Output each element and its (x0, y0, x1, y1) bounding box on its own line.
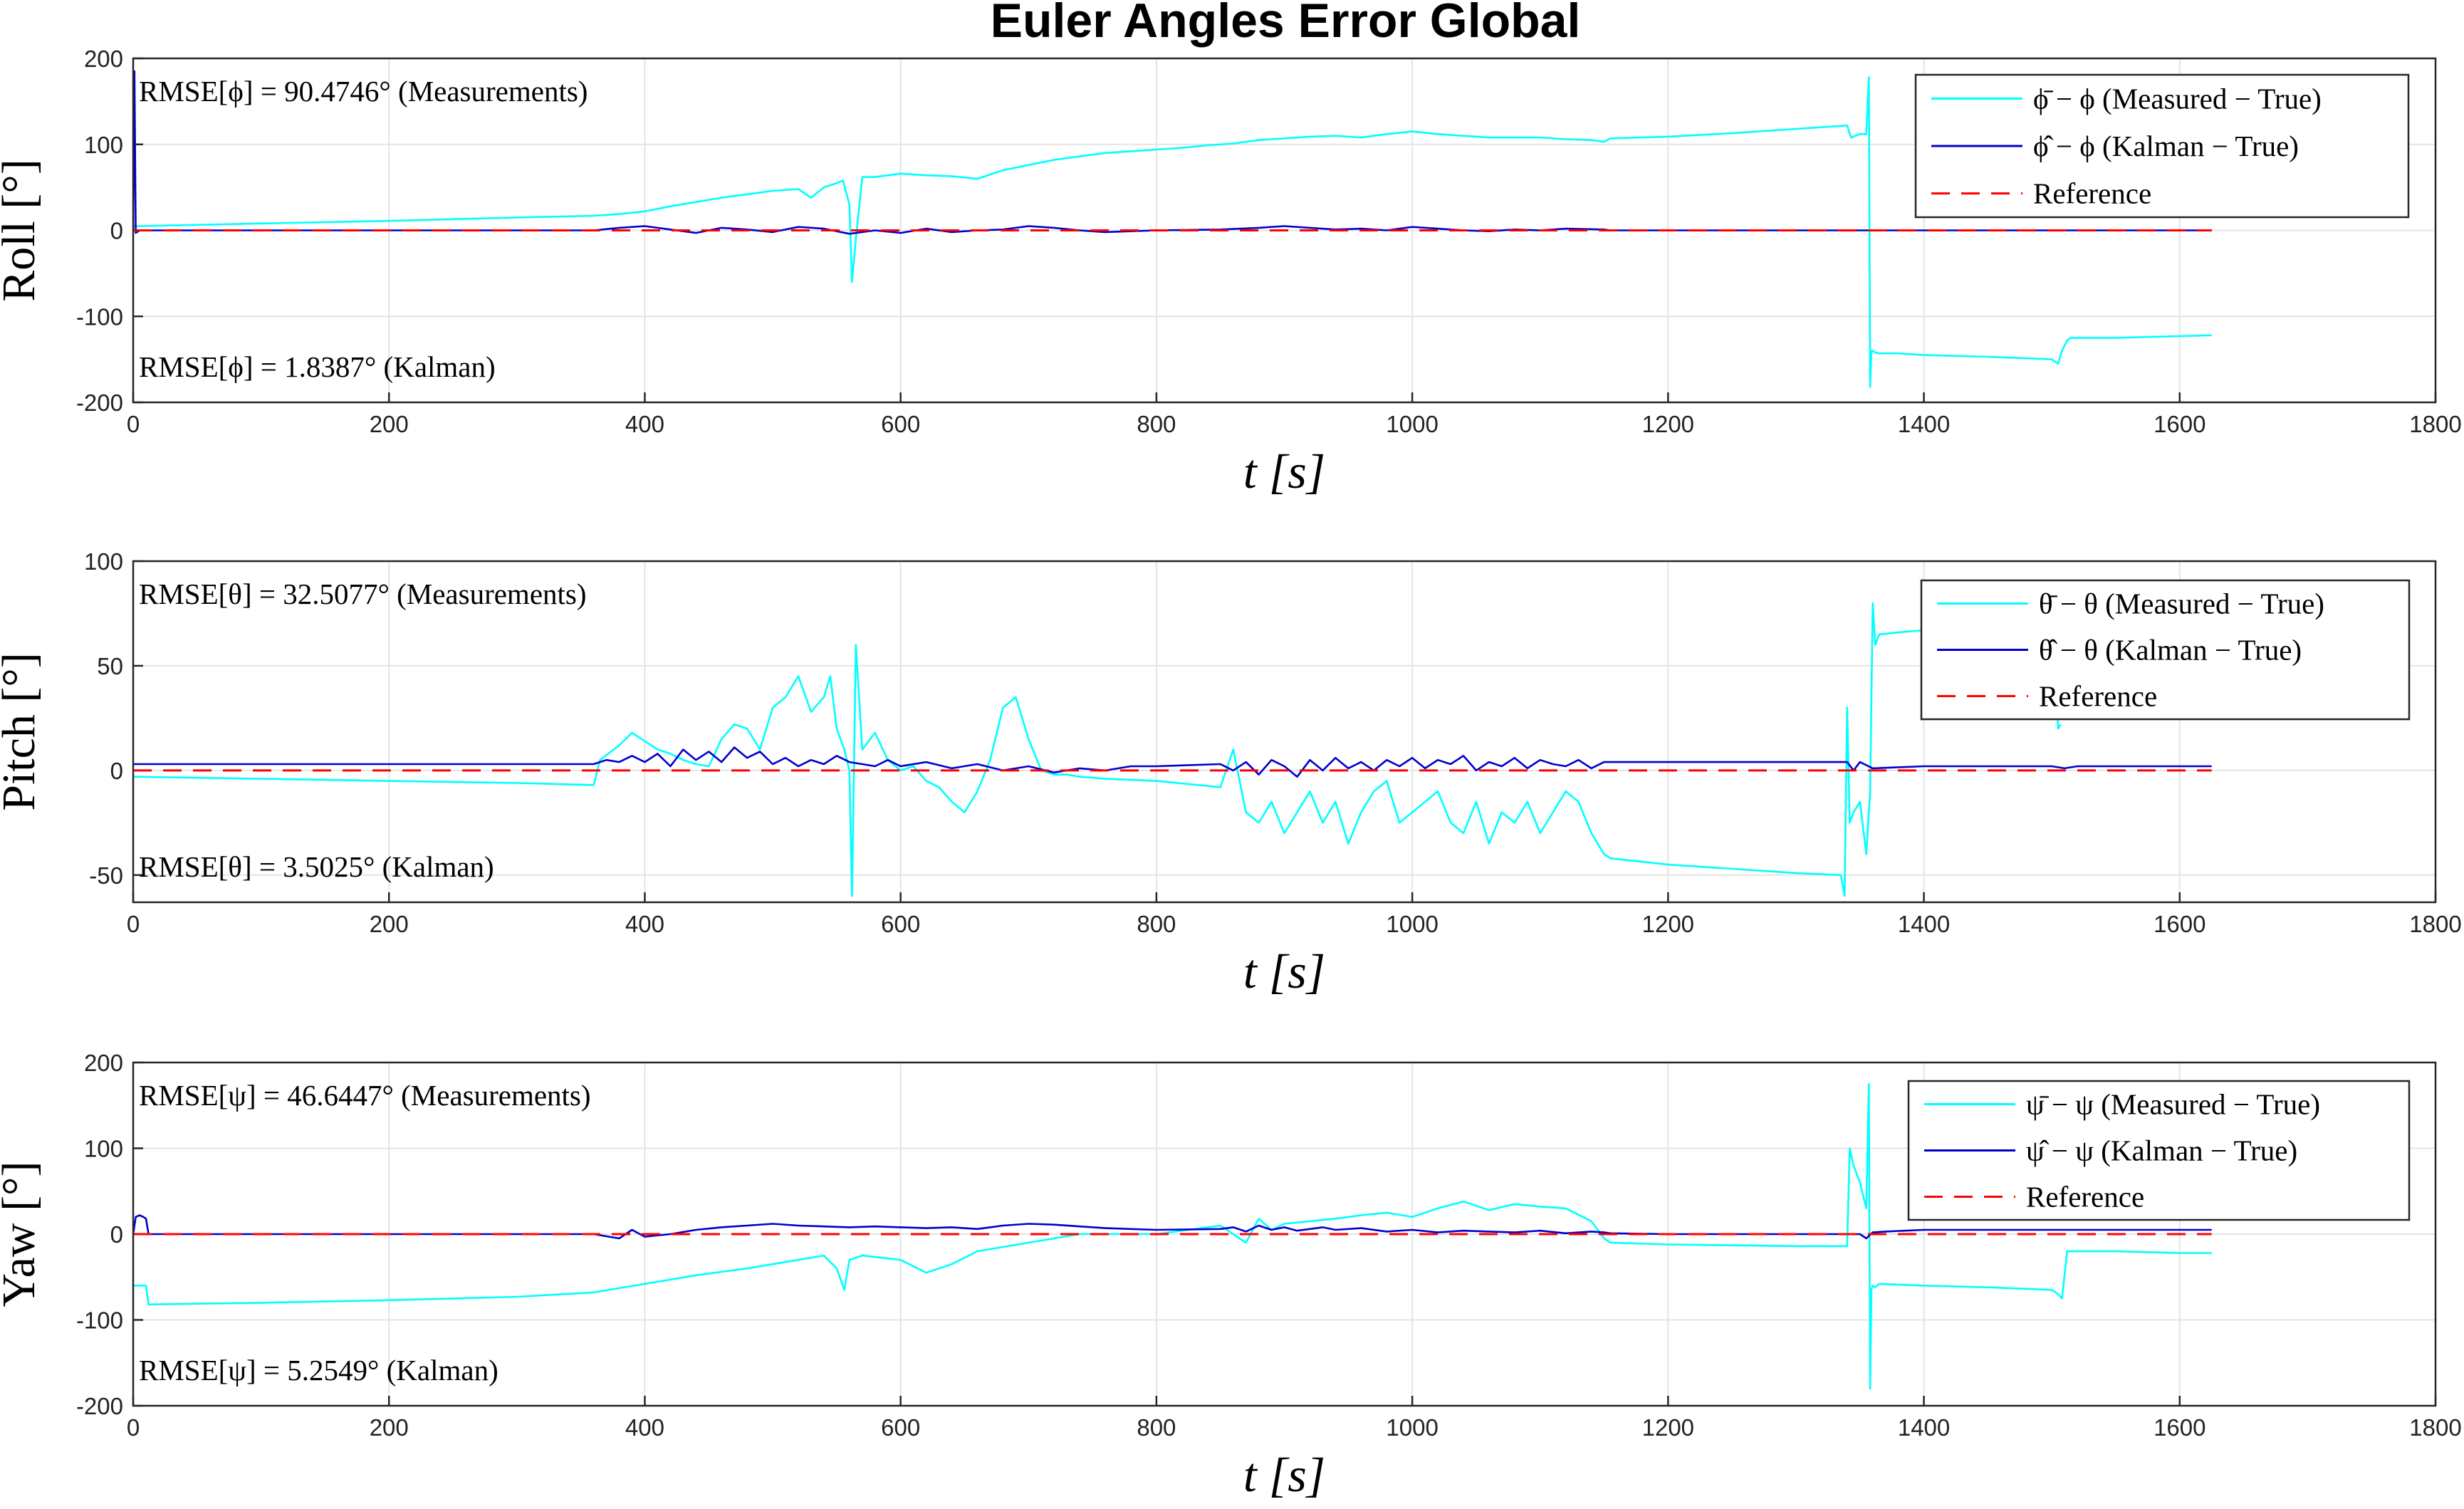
yaw-ytick-label: 0 (110, 1221, 123, 1248)
pitch-rmse-measured-annotation: RMSE[θ] = 32.5077° (Measurements) (139, 578, 587, 610)
pitch-panel: 0 200 400 600 800 1000 1200 1400 1600 1800-500501… (0, 548, 2462, 998)
roll-ytick-label: -100 (76, 303, 123, 330)
roll-xtick-label: 1400 (1898, 411, 1950, 437)
pitch-xtick-label: 1400 (1898, 911, 1950, 937)
yaw-ytick-label: -100 (76, 1307, 123, 1334)
roll-y-axis-label: Roll [°] (0, 159, 45, 302)
roll-xtick-label: 1600 (2154, 411, 2205, 437)
yaw-legend-entry: ψ̂ − ψ (Kalman − True) (2026, 1134, 2297, 1167)
yaw-series-group (133, 1082, 2212, 1390)
yaw-xtick-label: 1200 (1642, 1414, 1694, 1441)
yaw-axes-frame (132, 1061, 2437, 1407)
yaw-xtick-label: 0 (127, 1414, 140, 1441)
roll-xtick-label: 400 (625, 411, 664, 437)
yaw-legend-entry: ψ̄ − ψ (Measured − True) (2026, 1088, 2320, 1121)
yaw-legend-entry: Reference (2026, 1181, 2144, 1213)
pitch-xtick-label: 1800 (2409, 911, 2461, 937)
pitch-series-group (133, 602, 2212, 897)
roll-series-measured-line (133, 76, 2212, 388)
yaw-xtick-label: 600 (881, 1414, 920, 1441)
yaw-legend: ψ̄ − ψ (Measured − True) ψ̂ − ψ (Kalman −… (1907, 1080, 2411, 1221)
pitch-y-axis-label: Pitch [°] (0, 652, 45, 811)
yaw-series-measured-line (133, 1082, 2212, 1390)
pitch-rmse-kalman-annotation: RMSE[θ] = 3.5025° (Kalman) (139, 850, 494, 883)
roll-ytick-label: -200 (76, 390, 123, 416)
roll-xtick-label: 1800 (2409, 411, 2461, 437)
pitch-xtick-label: 1600 (2154, 911, 2205, 937)
roll-rmse-kalman-annotation: RMSE[ϕ] = 1.8387° (Kalman) (139, 350, 496, 383)
pitch-x-axis-label: t [s] (1243, 944, 1325, 998)
roll-rmse-measured-annotation: RMSE[ϕ] = 90.4746° (Measurements) (139, 75, 588, 108)
roll-xtick-label: 1000 (1386, 411, 1438, 437)
roll-xtick-label: 1200 (1642, 411, 1694, 437)
pitch-legend-entry: Reference (2039, 680, 2157, 713)
yaw-rmse-kalman-annotation: RMSE[ψ] = 5.2549° (Kalman) (139, 1354, 498, 1387)
pitch-xtick-label: 1200 (1642, 911, 1694, 937)
yaw-xtick-label: 1600 (2154, 1414, 2205, 1441)
yaw-xtick-label: 1400 (1898, 1414, 1950, 1441)
pitch-legend: θ̄ − θ (Measured − True) θ̂ − θ (Kalman −… (1920, 579, 2411, 721)
pitch-series-kalman-line (133, 746, 2212, 778)
pitch-axes-frame (132, 560, 2437, 904)
pitch-xtick-label: 400 (625, 911, 664, 937)
yaw-xtick-label: 400 (625, 1414, 664, 1441)
yaw-xtick-label: 800 (1137, 1414, 1176, 1441)
yaw-xtick-label: 200 (370, 1414, 409, 1441)
pitch-series-measured-line (133, 602, 2062, 897)
roll-legend: ϕ̄ − ϕ (Measured − True) ϕ̂ − ϕ (Kalman −… (1914, 73, 2410, 219)
roll-ytick-label: 100 (84, 132, 123, 158)
yaw-xtick-label: 1800 (2409, 1414, 2461, 1441)
roll-legend-entry: Reference (2033, 177, 2151, 210)
pitch-ytick-label: -50 (89, 862, 123, 889)
pitch-xtick-label: 800 (1137, 911, 1176, 937)
pitch-xtick-label: 600 (881, 911, 920, 937)
yaw-x-axis-label: t [s] (1243, 1448, 1325, 1502)
pitch-xtick-label: 1000 (1386, 911, 1438, 937)
pitch-ytick-label: 50 (97, 653, 123, 679)
yaw-y-axis-label: Yaw [°] (0, 1161, 45, 1307)
yaw-ytick-label: 200 (84, 1050, 123, 1076)
roll-panel: 0 200 400 600 800 1000 1200 1400 1600 1800-200-10… (0, 46, 2462, 498)
pitch-legend-entry: θ̄ − θ (Measured − True) (2039, 588, 2324, 620)
yaw-ytick-label: -200 (76, 1393, 123, 1419)
yaw-panel: 0 200 400 600 800 1000 1200 1400 1600 1800-200-10… (0, 1050, 2462, 1502)
yaw-rmse-measured-annotation: RMSE[ψ] = 46.6447° (Measurements) (139, 1079, 591, 1112)
roll-legend-entry: ϕ̂ − ϕ (Kalman − True) (2033, 130, 2299, 162)
yaw-xtick-label: 1000 (1386, 1414, 1438, 1441)
roll-series-group (133, 70, 2212, 388)
roll-legend-entry: ϕ̄ − ϕ (Measured − True) (2033, 82, 2322, 115)
pitch-xtick-label: 0 (127, 911, 140, 937)
pitch-ytick-label: 0 (110, 758, 123, 784)
roll-xtick-label: 600 (881, 411, 920, 437)
pitch-xtick-label: 200 (370, 911, 409, 937)
roll-xtick-label: 800 (1137, 411, 1176, 437)
pitch-legend-entry: θ̂ − θ (Kalman − True) (2039, 634, 2302, 667)
roll-axes-frame (132, 57, 2437, 404)
figure-title: Euler Angles Error Global (991, 0, 1581, 48)
roll-ytick-label: 200 (84, 46, 123, 72)
roll-xtick-label: 0 (127, 411, 140, 437)
yaw-ytick-label: 100 (84, 1136, 123, 1162)
roll-xtick-label: 200 (370, 411, 409, 437)
roll-ytick-label: 0 (110, 218, 123, 244)
pitch-ytick-label: 100 (84, 548, 123, 575)
roll-x-axis-label: t [s] (1243, 444, 1325, 498)
